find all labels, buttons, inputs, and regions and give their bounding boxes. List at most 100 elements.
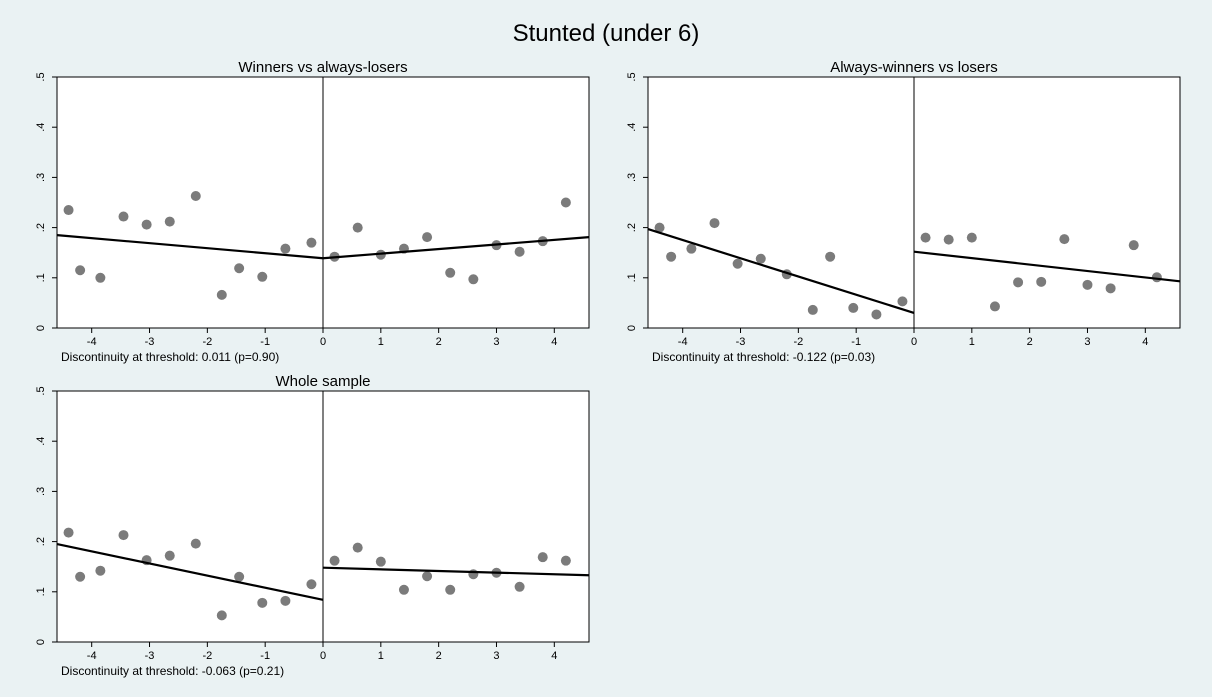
data-point [306,237,317,248]
y-tick-label: .5 [35,386,47,395]
fit-line [322,566,590,577]
x-tick-label: 1 [378,336,384,348]
data-point [943,234,954,245]
data-point [63,527,74,538]
data-point [445,584,456,595]
data-point [352,542,363,553]
x-tick-label: 0 [320,336,326,348]
x-tick-label: 4 [551,336,557,348]
x-tick-label: -1 [260,336,270,348]
x-tick-label: -4 [87,336,97,348]
data-point [1082,279,1093,290]
data-point [1036,276,1047,287]
data-point [164,550,175,561]
data-point [468,274,479,285]
data-point [280,243,291,254]
y-tick-label: .3 [35,487,47,496]
y-tick-label: .2 [626,223,638,232]
x-tick-label: -2 [202,650,212,662]
data-point [514,246,525,257]
data-point [422,571,433,582]
y-tick-label: .4 [35,123,47,132]
data-point [216,289,227,300]
data-point [709,218,720,229]
data-point [897,296,908,307]
x-tick-label: -3 [145,336,155,348]
y-tick-label: 0 [626,325,638,331]
panel-title: Always-winners vs losers [830,59,998,76]
data-point [560,197,571,208]
y-tick-label: .2 [35,223,47,232]
x-tick-label: 4 [1142,336,1148,348]
data-point [871,309,882,320]
discontinuity-note: Discontinuity at threshold: -0.063 (p=0.… [61,664,284,678]
data-point [666,251,677,262]
y-tick-label: .4 [626,123,638,132]
chart-panel-3: Whole sample -4 -3 -2 -1 0 1 2 3 4 0 .1 .2 .3 .4 .5 Disc… [35,373,590,678]
data-point [164,216,175,227]
x-tick-label: -3 [736,336,746,348]
data-point [560,555,571,566]
data-point [686,243,697,254]
y-tick-label: .5 [35,72,47,81]
x-tick-label: 3 [493,336,499,348]
data-point [825,251,836,262]
panel-title: Winners vs always-losers [238,59,407,76]
data-point [306,579,317,590]
data-point [732,258,743,269]
x-tick-label: 2 [436,650,442,662]
x-tick-label: 0 [320,650,326,662]
data-point [1059,234,1070,245]
data-point [95,272,106,283]
data-point [807,304,818,315]
fit-line [647,228,915,314]
x-tick-label: -4 [678,336,688,348]
x-tick-label: -1 [851,336,861,348]
data-point [234,263,245,274]
data-point [190,538,201,549]
x-tick-label: 2 [436,336,442,348]
data-point [514,581,525,592]
y-tick-label: .1 [626,273,638,282]
data-point [966,232,977,243]
x-tick-label: 1 [378,650,384,662]
data-point [989,301,1000,312]
fit-line [913,250,1181,283]
y-tick-label: .3 [35,173,47,182]
data-point [63,205,74,216]
data-point [75,571,86,582]
data-point [118,211,129,222]
x-tick-label: 2 [1027,336,1033,348]
x-tick-label: 4 [551,650,557,662]
data-point [234,571,245,582]
data-point [257,271,268,282]
data-point [329,555,340,566]
fit-line [56,234,324,260]
y-tick-label: .1 [35,587,47,596]
data-point [445,267,456,278]
data-point [1013,277,1024,288]
data-point [1105,283,1116,294]
y-tick-label: .2 [35,537,47,546]
data-point [190,190,201,201]
x-tick-label: 1 [969,336,975,348]
figure-title: Stunted (under 6) [513,20,700,47]
panel-title: Whole sample [275,373,370,390]
x-tick-label: -4 [87,650,97,662]
data-point [755,253,766,264]
data-point [1128,240,1139,251]
x-tick-label: 3 [1084,336,1090,348]
y-tick-label: .5 [626,72,638,81]
data-point [118,530,129,541]
y-tick-label: .4 [35,437,47,446]
fit-line [322,236,590,260]
discontinuity-note: Discontinuity at threshold: -0.122 (p=0.… [652,350,875,364]
discontinuity-note: Discontinuity at threshold: 0.011 (p=0.9… [61,350,279,364]
y-tick-label: .1 [35,273,47,282]
y-tick-label: 0 [35,325,47,331]
data-point [352,222,363,233]
y-tick-label: 0 [35,639,47,645]
x-tick-label: -2 [202,336,212,348]
